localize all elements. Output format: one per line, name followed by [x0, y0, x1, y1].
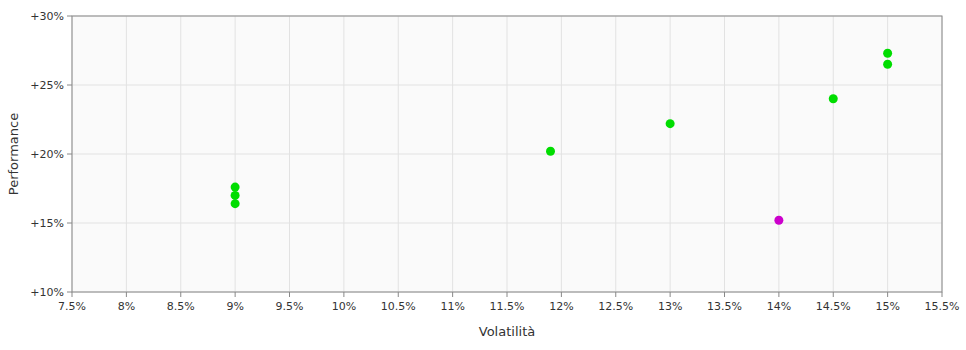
x-tick	[778, 292, 779, 297]
grid	[72, 16, 942, 292]
x-tick-label: 7.5%	[58, 300, 86, 313]
scatter-point	[829, 94, 838, 103]
series	[231, 49, 893, 208]
x-tick	[724, 292, 725, 297]
x-tick-label: 9.5%	[276, 300, 304, 313]
scatter-point	[666, 119, 675, 128]
x-tick	[615, 292, 616, 297]
scatter-point	[883, 49, 892, 58]
x-tick-label: 13.5%	[707, 300, 742, 313]
grid-line-y	[72, 154, 942, 155]
chart-container: 7.5% 8% 8.5% 9% 9.5% 10% 10.5% 11% 11.5% 12% 12.5%…	[0, 0, 966, 350]
x-tick	[507, 292, 508, 297]
x-tick	[833, 292, 834, 297]
series	[774, 216, 783, 225]
x-tick-label: 14.5%	[816, 300, 851, 313]
chart-svg: 7.5% 8% 8.5% 9% 9.5% 10% 10.5% 11% 11.5% 12% 12.5%…	[0, 0, 966, 350]
x-tick-label: 15.5%	[925, 300, 960, 313]
x-tick	[343, 292, 344, 297]
axes: 7.5% 8% 8.5% 9% 9.5% 10% 10.5% 11% 11.5% 12% 12.5%…	[30, 10, 959, 313]
x-tick-label: 10%	[332, 300, 356, 313]
y-tick-label: +30%	[30, 10, 64, 23]
x-tick-label: 10.5%	[381, 300, 416, 313]
x-tick-label: 11.5%	[490, 300, 525, 313]
y-axis-label: Performance	[6, 113, 21, 195]
plot-background	[72, 16, 942, 292]
x-tick	[289, 292, 290, 297]
x-tick-label: 12.5%	[598, 300, 633, 313]
x-tick	[670, 292, 671, 297]
x-tick-label: 11%	[440, 300, 464, 313]
x-axis-label: Volatilità	[479, 324, 535, 339]
y-tick-label: +15%	[30, 217, 64, 230]
x-tick-label: 8.5%	[167, 300, 195, 313]
x-tick-label: 15%	[875, 300, 899, 313]
grid-line-y	[72, 223, 942, 224]
scatter-point	[546, 147, 555, 156]
x-tick	[72, 292, 73, 297]
x-tick-label: 12%	[549, 300, 573, 313]
y-tick-label: +10%	[30, 286, 64, 299]
x-tick	[180, 292, 181, 297]
x-tick	[887, 292, 888, 297]
x-tick	[126, 292, 127, 297]
x-tick-label: 13%	[658, 300, 682, 313]
scatter-point	[231, 191, 240, 200]
x-tick	[235, 292, 236, 297]
y-tick	[67, 223, 72, 224]
y-tick	[67, 85, 72, 86]
scatter-point	[231, 183, 240, 192]
grid-line-y	[72, 85, 942, 86]
x-tick-label: 8%	[118, 300, 135, 313]
x-tick-label: 9%	[226, 300, 243, 313]
scatter-point	[231, 199, 240, 208]
y-tick	[67, 154, 72, 155]
x-tick	[942, 292, 943, 297]
scatter-point	[774, 216, 783, 225]
data-points	[231, 49, 893, 225]
y-tick	[67, 292, 72, 293]
x-tick	[452, 292, 453, 297]
x-tick-label: 14%	[767, 300, 791, 313]
x-tick	[398, 292, 399, 297]
scatter-point	[883, 60, 892, 69]
y-tick	[67, 16, 72, 17]
plot-frame	[72, 16, 942, 292]
y-tick-label: +20%	[30, 148, 64, 161]
y-tick-label: +25%	[30, 79, 64, 92]
x-tick	[561, 292, 562, 297]
